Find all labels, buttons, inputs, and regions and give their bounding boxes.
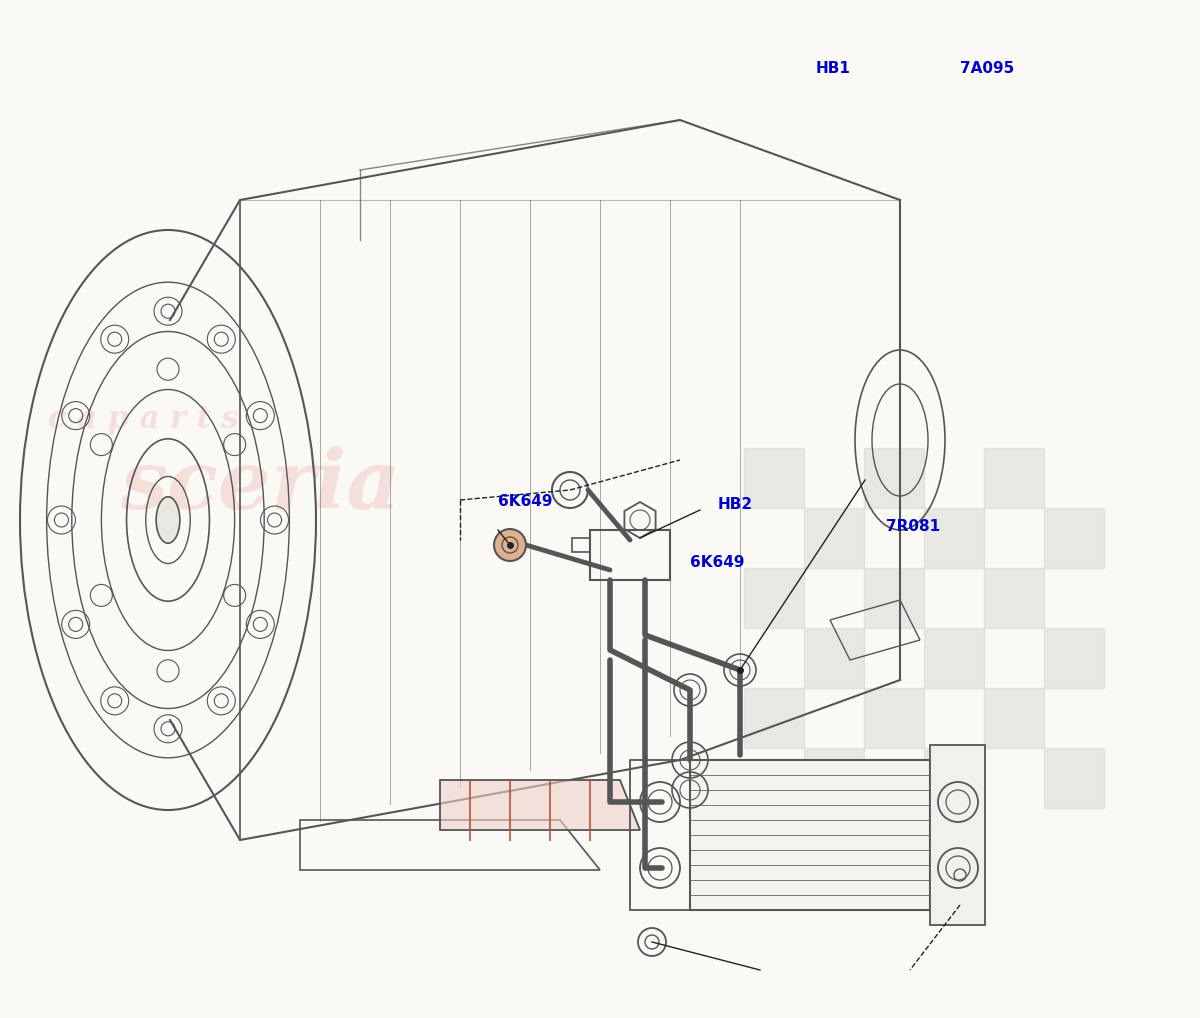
Polygon shape [440,780,640,830]
Text: 7R081: 7R081 [886,519,940,534]
Ellipse shape [156,497,180,544]
Text: sceria: sceria [120,446,401,526]
Bar [984,448,1044,508]
Polygon shape [930,745,985,925]
Bar [1044,748,1104,808]
Bar [744,448,804,508]
Bar [744,688,804,748]
Bar [1044,628,1104,688]
Ellipse shape [494,529,526,561]
Bar [984,568,1044,628]
Text: 7A095: 7A095 [960,61,1014,76]
Bar [804,508,864,568]
Text: HB2: HB2 [718,497,752,512]
Bar [804,628,864,688]
Bar [864,688,924,748]
Text: 6K649: 6K649 [498,494,552,509]
Text: HB1: HB1 [816,61,851,76]
Bar [984,688,1044,748]
Bar [804,748,864,808]
Bar [690,760,930,910]
Bar [924,748,984,808]
Text: c a p a r t s: c a p a r t s [48,403,239,435]
Text: 6K649: 6K649 [690,555,744,570]
Bar [924,508,984,568]
Bar [1044,508,1104,568]
Bar [864,448,924,508]
Bar [590,530,670,580]
Bar [864,568,924,628]
Bar [744,568,804,628]
Bar [924,628,984,688]
